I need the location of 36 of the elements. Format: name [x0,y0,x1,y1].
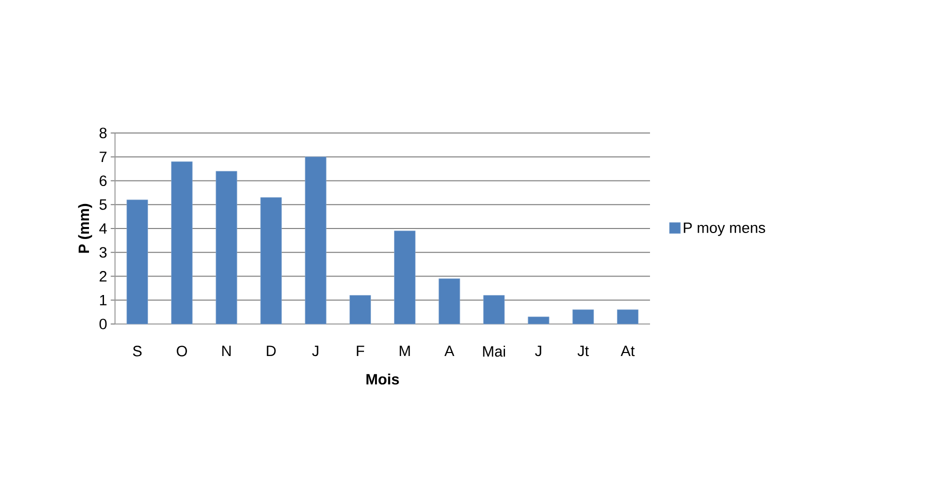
bar [126,200,148,324]
x-tick-label: A [444,346,454,356]
x-tick-label: At [620,346,635,356]
x-tick-label: D [266,346,276,356]
y-tick-label: 3 [99,247,107,258]
y-tick-label: 4 [99,223,107,234]
x-tick-label: S [132,346,142,356]
bar [260,197,282,324]
y-axis-title: P (mm) [78,204,92,253]
x-tick-label: Mai [483,346,505,357]
y-tick-label: 0 [100,318,107,330]
x-tick-label: J [535,346,542,356]
bar [438,278,460,324]
x-tick-label: N [222,346,231,356]
x-tick-label: J [312,346,318,356]
legend-label: P moy mens [684,222,766,236]
y-tick-label: 5 [100,199,107,210]
y-tick-label: 8 [100,128,107,138]
x-tick-label: O [176,346,187,356]
bar [171,161,193,324]
x-tick-label: Jt [578,346,589,356]
bar [483,295,505,324]
bar [216,170,238,324]
y-tick-label: 1 [100,294,107,306]
bar [528,316,550,324]
y-tick-label: 6 [100,175,107,186]
bar [572,309,594,324]
x-tick-label: M [400,346,410,356]
y-tick-label: 7 [100,152,106,162]
x-axis-title: Mois [366,374,399,385]
x-tick-label: F [356,346,364,356]
bar [350,295,371,324]
bar [304,156,326,324]
bar [394,230,416,324]
bar [617,309,638,324]
y-tick-label: 2 [100,271,106,282]
